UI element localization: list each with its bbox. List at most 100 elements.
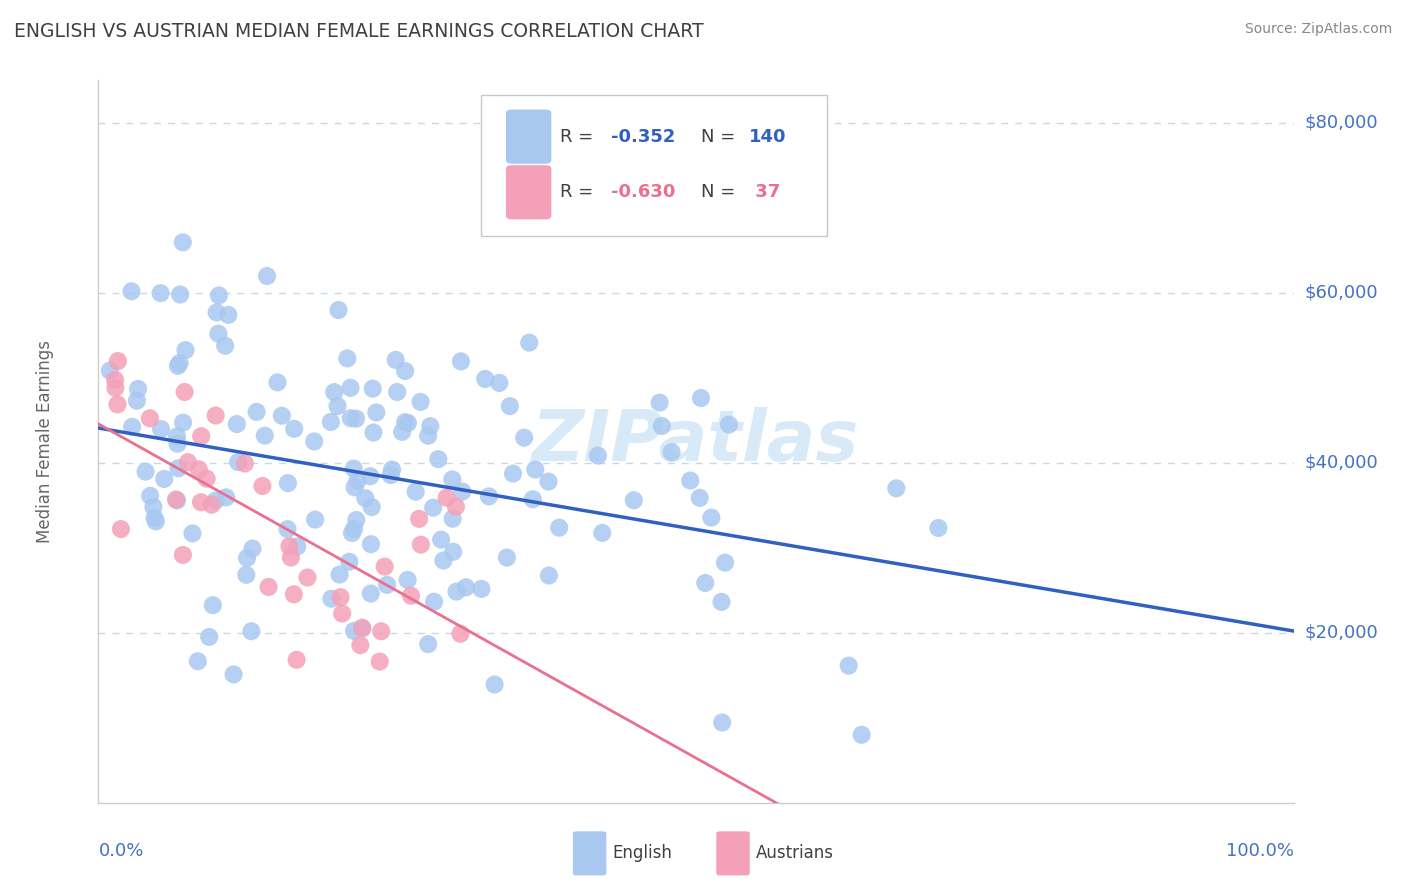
Point — [441, 472, 464, 486]
Point — [277, 476, 299, 491]
Text: -0.630: -0.630 — [612, 183, 675, 202]
Point — [208, 288, 231, 302]
Point — [187, 654, 209, 668]
Point — [285, 540, 308, 554]
Point — [366, 405, 388, 419]
Point — [107, 354, 129, 368]
Point — [139, 411, 162, 425]
Point — [205, 305, 228, 319]
Text: $60,000: $60,000 — [1305, 284, 1378, 301]
Point — [432, 553, 454, 567]
Point — [436, 491, 458, 505]
Point — [450, 354, 472, 368]
Point — [297, 570, 319, 584]
Point — [441, 512, 464, 526]
Point — [215, 491, 238, 505]
Text: English: English — [613, 845, 672, 863]
Point — [370, 624, 392, 639]
Point — [484, 677, 506, 691]
Point — [361, 382, 384, 396]
Point — [396, 416, 419, 430]
Text: R =: R = — [560, 183, 599, 202]
Point — [374, 559, 396, 574]
Point — [181, 526, 204, 541]
Point — [418, 637, 440, 651]
Point — [714, 556, 737, 570]
Point — [166, 493, 188, 508]
FancyBboxPatch shape — [716, 831, 749, 875]
Point — [359, 469, 381, 483]
Point — [165, 492, 187, 507]
Point — [354, 491, 377, 505]
Text: 100.0%: 100.0% — [1226, 842, 1294, 860]
Point — [409, 538, 432, 552]
Point — [172, 548, 194, 562]
Point — [423, 595, 446, 609]
Point — [107, 397, 129, 411]
Point — [396, 573, 419, 587]
Point — [419, 419, 441, 434]
Point — [125, 393, 148, 408]
Point — [416, 428, 439, 442]
Point — [623, 493, 645, 508]
Point — [235, 567, 257, 582]
Point — [695, 576, 717, 591]
Point — [478, 490, 501, 504]
Point — [470, 582, 492, 596]
Point — [278, 539, 301, 553]
Point — [245, 405, 267, 419]
Point — [283, 422, 305, 436]
Point — [253, 428, 276, 442]
Point — [207, 326, 229, 341]
Point — [174, 343, 197, 357]
Point — [689, 491, 711, 505]
Point — [252, 479, 274, 493]
Point — [150, 422, 173, 436]
Point — [201, 598, 224, 612]
Point — [173, 384, 195, 399]
Point — [446, 584, 468, 599]
Point — [233, 457, 256, 471]
Point — [198, 630, 221, 644]
Point — [330, 607, 353, 621]
Point — [319, 415, 342, 429]
Point — [201, 498, 224, 512]
Point — [380, 468, 402, 483]
Point — [343, 522, 366, 536]
Point — [222, 667, 245, 681]
Point — [139, 489, 162, 503]
Point — [454, 580, 477, 594]
Point — [104, 373, 127, 387]
Point — [496, 550, 519, 565]
Point — [717, 417, 740, 432]
Point — [422, 500, 444, 515]
Point — [700, 510, 723, 524]
Point — [280, 550, 302, 565]
Point — [326, 399, 349, 413]
Point — [339, 381, 361, 395]
Point — [236, 551, 259, 566]
Point — [537, 568, 560, 582]
Point — [226, 455, 249, 469]
Point — [524, 462, 547, 476]
Point — [343, 480, 366, 494]
Text: $40,000: $40,000 — [1305, 454, 1378, 472]
Point — [679, 474, 702, 488]
Point — [242, 541, 264, 556]
Point — [329, 590, 352, 604]
Point — [321, 591, 343, 606]
Point — [449, 627, 471, 641]
Point — [166, 429, 188, 443]
Point — [391, 425, 413, 439]
Point — [121, 285, 143, 299]
Point — [217, 308, 239, 322]
Point — [166, 359, 188, 373]
Point — [256, 268, 278, 283]
Point — [177, 455, 200, 469]
Point — [537, 475, 560, 489]
Point — [302, 434, 325, 449]
Point — [430, 533, 453, 547]
Point — [387, 385, 409, 400]
Point — [360, 500, 382, 514]
Point — [343, 461, 366, 475]
